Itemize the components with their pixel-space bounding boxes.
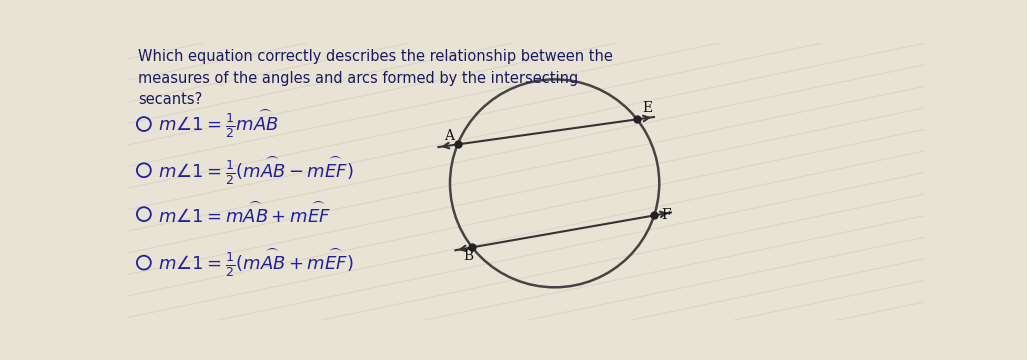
Text: Which equation correctly describes the relationship between the: Which equation correctly describes the r… [139,49,613,64]
Text: $m\angle 1 = \frac{1}{2}(m\overset{\frown}{AB} - m\overset{\frown}{EF})$: $m\angle 1 = \frac{1}{2}(m\overset{\frow… [158,154,353,186]
Text: $m\angle 1 = \frac{1}{2}m\overset{\frown}{AB}$: $m\angle 1 = \frac{1}{2}m\overset{\frown… [158,108,278,140]
Text: B: B [463,249,473,264]
Text: A: A [444,129,454,143]
Text: E: E [643,101,652,114]
Text: measures of the angles and arcs formed by the intersecting: measures of the angles and arcs formed b… [139,71,578,86]
Text: F: F [661,208,671,222]
Text: $m\angle 1 = \frac{1}{2}(m\overset{\frown}{AB} + m\overset{\frown}{EF})$: $m\angle 1 = \frac{1}{2}(m\overset{\frow… [158,246,353,279]
Text: $m\angle 1 = m\overset{\frown}{AB} + m\overset{\frown}{EF}$: $m\angle 1 = m\overset{\frown}{AB} + m\o… [158,201,331,227]
Text: secants?: secants? [139,93,202,108]
